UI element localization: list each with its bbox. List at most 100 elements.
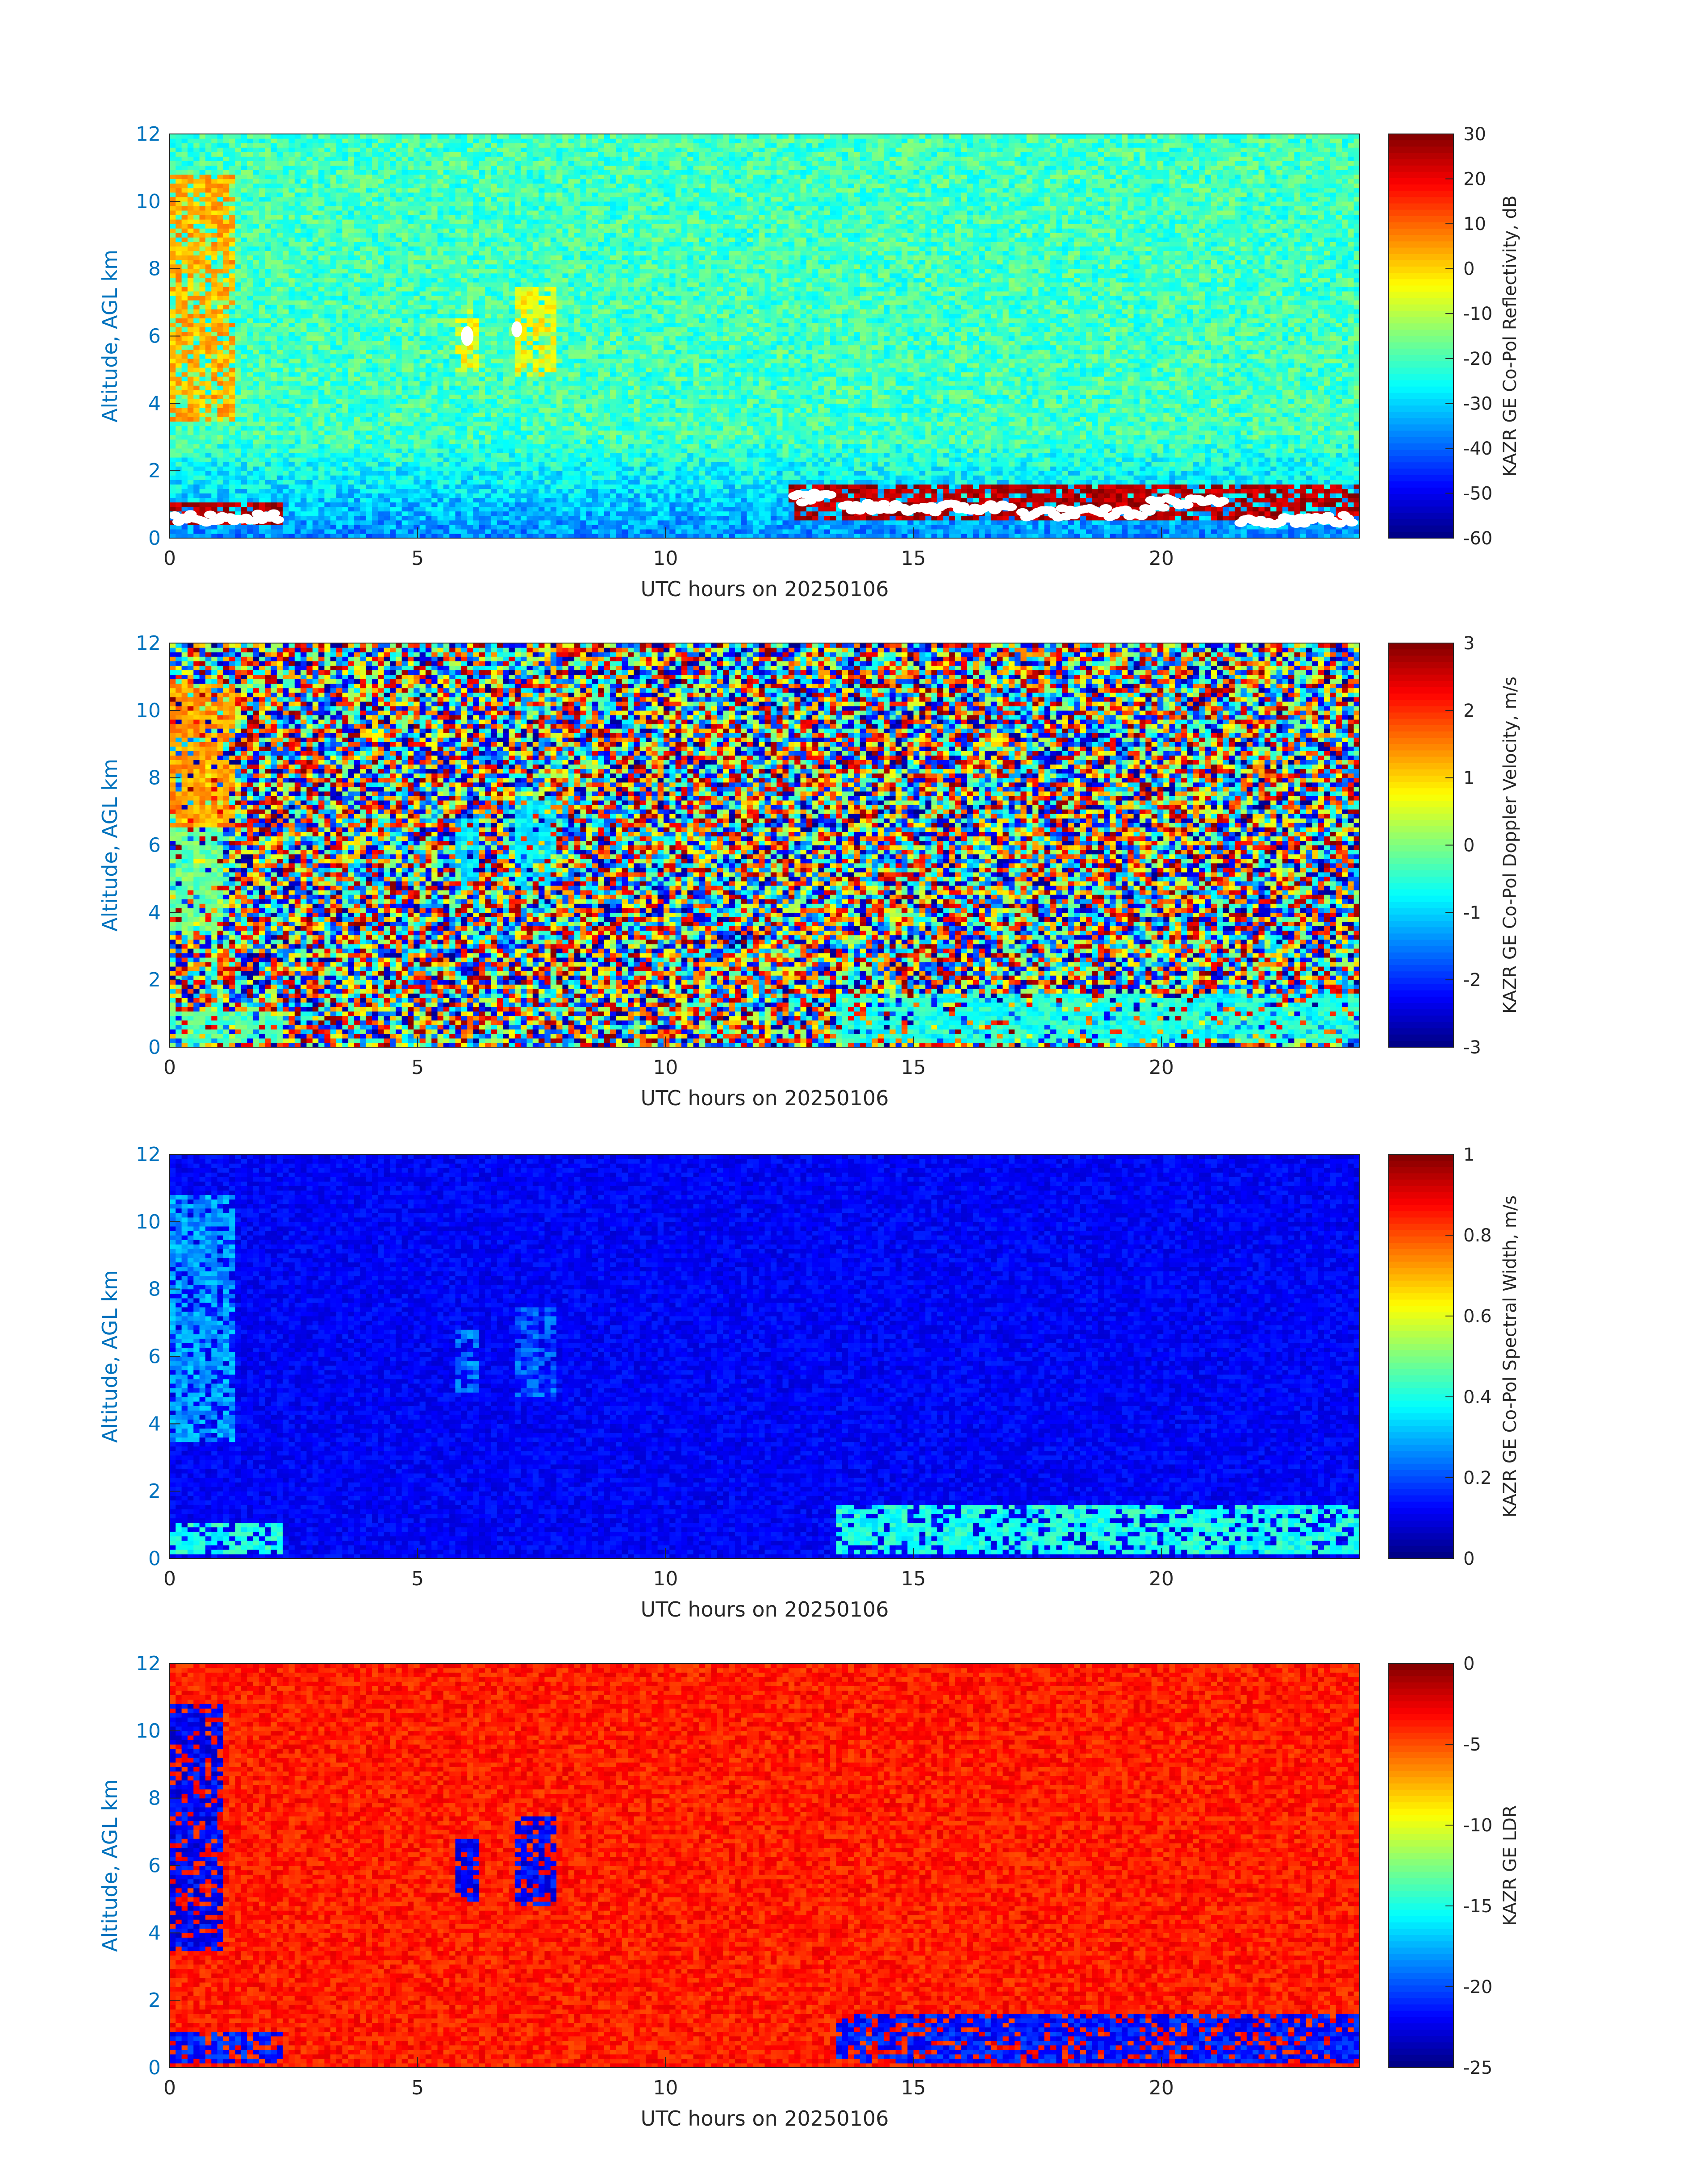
heatmap-cell — [193, 291, 200, 296]
heatmap-cell — [497, 403, 503, 408]
heatmap-cell — [497, 448, 503, 453]
heatmap-cell — [200, 175, 206, 180]
heatmap-cell — [318, 260, 325, 265]
heatmap-cell — [223, 188, 230, 193]
heatmap-cell — [485, 313, 491, 318]
heatmap-cell — [336, 475, 342, 480]
heatmap-cell — [491, 322, 497, 327]
heatmap-cell — [378, 161, 384, 166]
heatmap-cell — [170, 493, 176, 498]
heatmap-cell — [360, 184, 366, 188]
heatmap-cell — [283, 471, 289, 476]
heatmap-cell — [372, 359, 378, 364]
heatmap-cell — [390, 435, 396, 440]
heatmap-cell — [396, 322, 402, 327]
heatmap-cell — [413, 359, 420, 364]
heatmap-cell — [211, 381, 217, 386]
heatmap-cell — [396, 453, 402, 458]
heatmap-cell — [295, 493, 301, 498]
heatmap-cell — [485, 296, 491, 301]
heatmap-cell — [211, 260, 217, 265]
heatmap-cell — [306, 412, 313, 417]
heatmap-cell — [354, 412, 360, 417]
heatmap-cell — [211, 350, 217, 355]
heatmap-cell — [211, 498, 217, 503]
heatmap-cell — [306, 287, 313, 292]
heatmap-cell — [366, 287, 372, 292]
heatmap-cell — [175, 138, 182, 143]
heatmap-cell — [378, 188, 384, 193]
heatmap-cell — [413, 341, 420, 346]
heatmap-cell — [479, 529, 485, 534]
heatmap-cell — [259, 138, 265, 143]
heatmap-cell — [318, 399, 325, 404]
heatmap-cell — [336, 408, 342, 413]
heatmap-cell — [491, 507, 497, 512]
heatmap-cell — [366, 516, 372, 521]
heatmap-cell — [175, 215, 182, 220]
heatmap-cell — [455, 471, 462, 476]
heatmap-cell — [211, 269, 217, 274]
heatmap-cell — [449, 525, 455, 530]
heatmap-cell — [336, 170, 342, 175]
heatmap-cell — [348, 138, 355, 143]
heatmap-cell — [170, 341, 176, 346]
heatmap-cell — [301, 327, 307, 332]
heatmap-cell — [170, 228, 176, 233]
heatmap-cell — [473, 417, 480, 422]
heatmap-cell — [271, 210, 277, 215]
heatmap-cell — [485, 511, 491, 516]
heatmap-cell — [431, 143, 438, 148]
heatmap-cell — [426, 219, 432, 224]
heatmap-cell — [426, 385, 432, 390]
heatmap-cell — [175, 341, 182, 346]
heatmap-cell — [438, 175, 444, 180]
heatmap-cell — [217, 385, 224, 390]
heatmap-cell — [200, 489, 206, 493]
heatmap-cell — [354, 457, 360, 462]
heatmap-cell — [354, 426, 360, 431]
heatmap-cell — [455, 327, 462, 332]
heatmap-cell — [313, 525, 319, 530]
heatmap-cell — [253, 359, 259, 364]
heatmap-cell — [313, 278, 319, 283]
heatmap-cell — [413, 210, 420, 215]
heatmap-cell — [217, 422, 224, 426]
heatmap-cell — [170, 448, 176, 453]
heatmap-cell — [271, 430, 277, 435]
heatmap-cell — [461, 475, 468, 480]
heatmap-cell — [330, 336, 337, 341]
heatmap-cell — [306, 484, 313, 489]
heatmap-cell — [182, 251, 188, 255]
heatmap-cell — [330, 417, 337, 422]
heatmap-cell — [360, 516, 366, 521]
heatmap-cell — [491, 156, 497, 161]
heatmap-cell — [378, 385, 384, 390]
heatmap-cell — [426, 498, 432, 503]
heatmap-cell — [396, 313, 402, 318]
heatmap-cell — [205, 462, 212, 467]
heatmap-cell — [491, 175, 497, 180]
heatmap-cell — [402, 251, 408, 255]
heatmap-cell — [301, 273, 307, 278]
heatmap-cell — [324, 417, 330, 422]
heatmap-cell — [354, 363, 360, 368]
heatmap-cell — [438, 206, 444, 211]
heatmap-cell — [467, 197, 473, 202]
heatmap-cell — [211, 345, 217, 350]
heatmap-cell — [259, 417, 265, 422]
heatmap-cell — [318, 147, 325, 152]
heatmap-cell — [229, 264, 235, 269]
heatmap-cell — [408, 412, 414, 417]
heatmap-cell — [217, 260, 224, 265]
heatmap-cell — [497, 363, 503, 368]
heatmap-cell — [336, 278, 342, 283]
heatmap-cell — [306, 327, 313, 332]
heatmap-cell — [289, 228, 295, 233]
heatmap-cell — [193, 175, 200, 180]
heatmap-cell — [223, 493, 230, 498]
heatmap-cell — [342, 309, 348, 314]
heatmap-cell — [306, 372, 313, 377]
heatmap-cell — [229, 462, 235, 467]
heatmap-cell — [223, 430, 230, 435]
